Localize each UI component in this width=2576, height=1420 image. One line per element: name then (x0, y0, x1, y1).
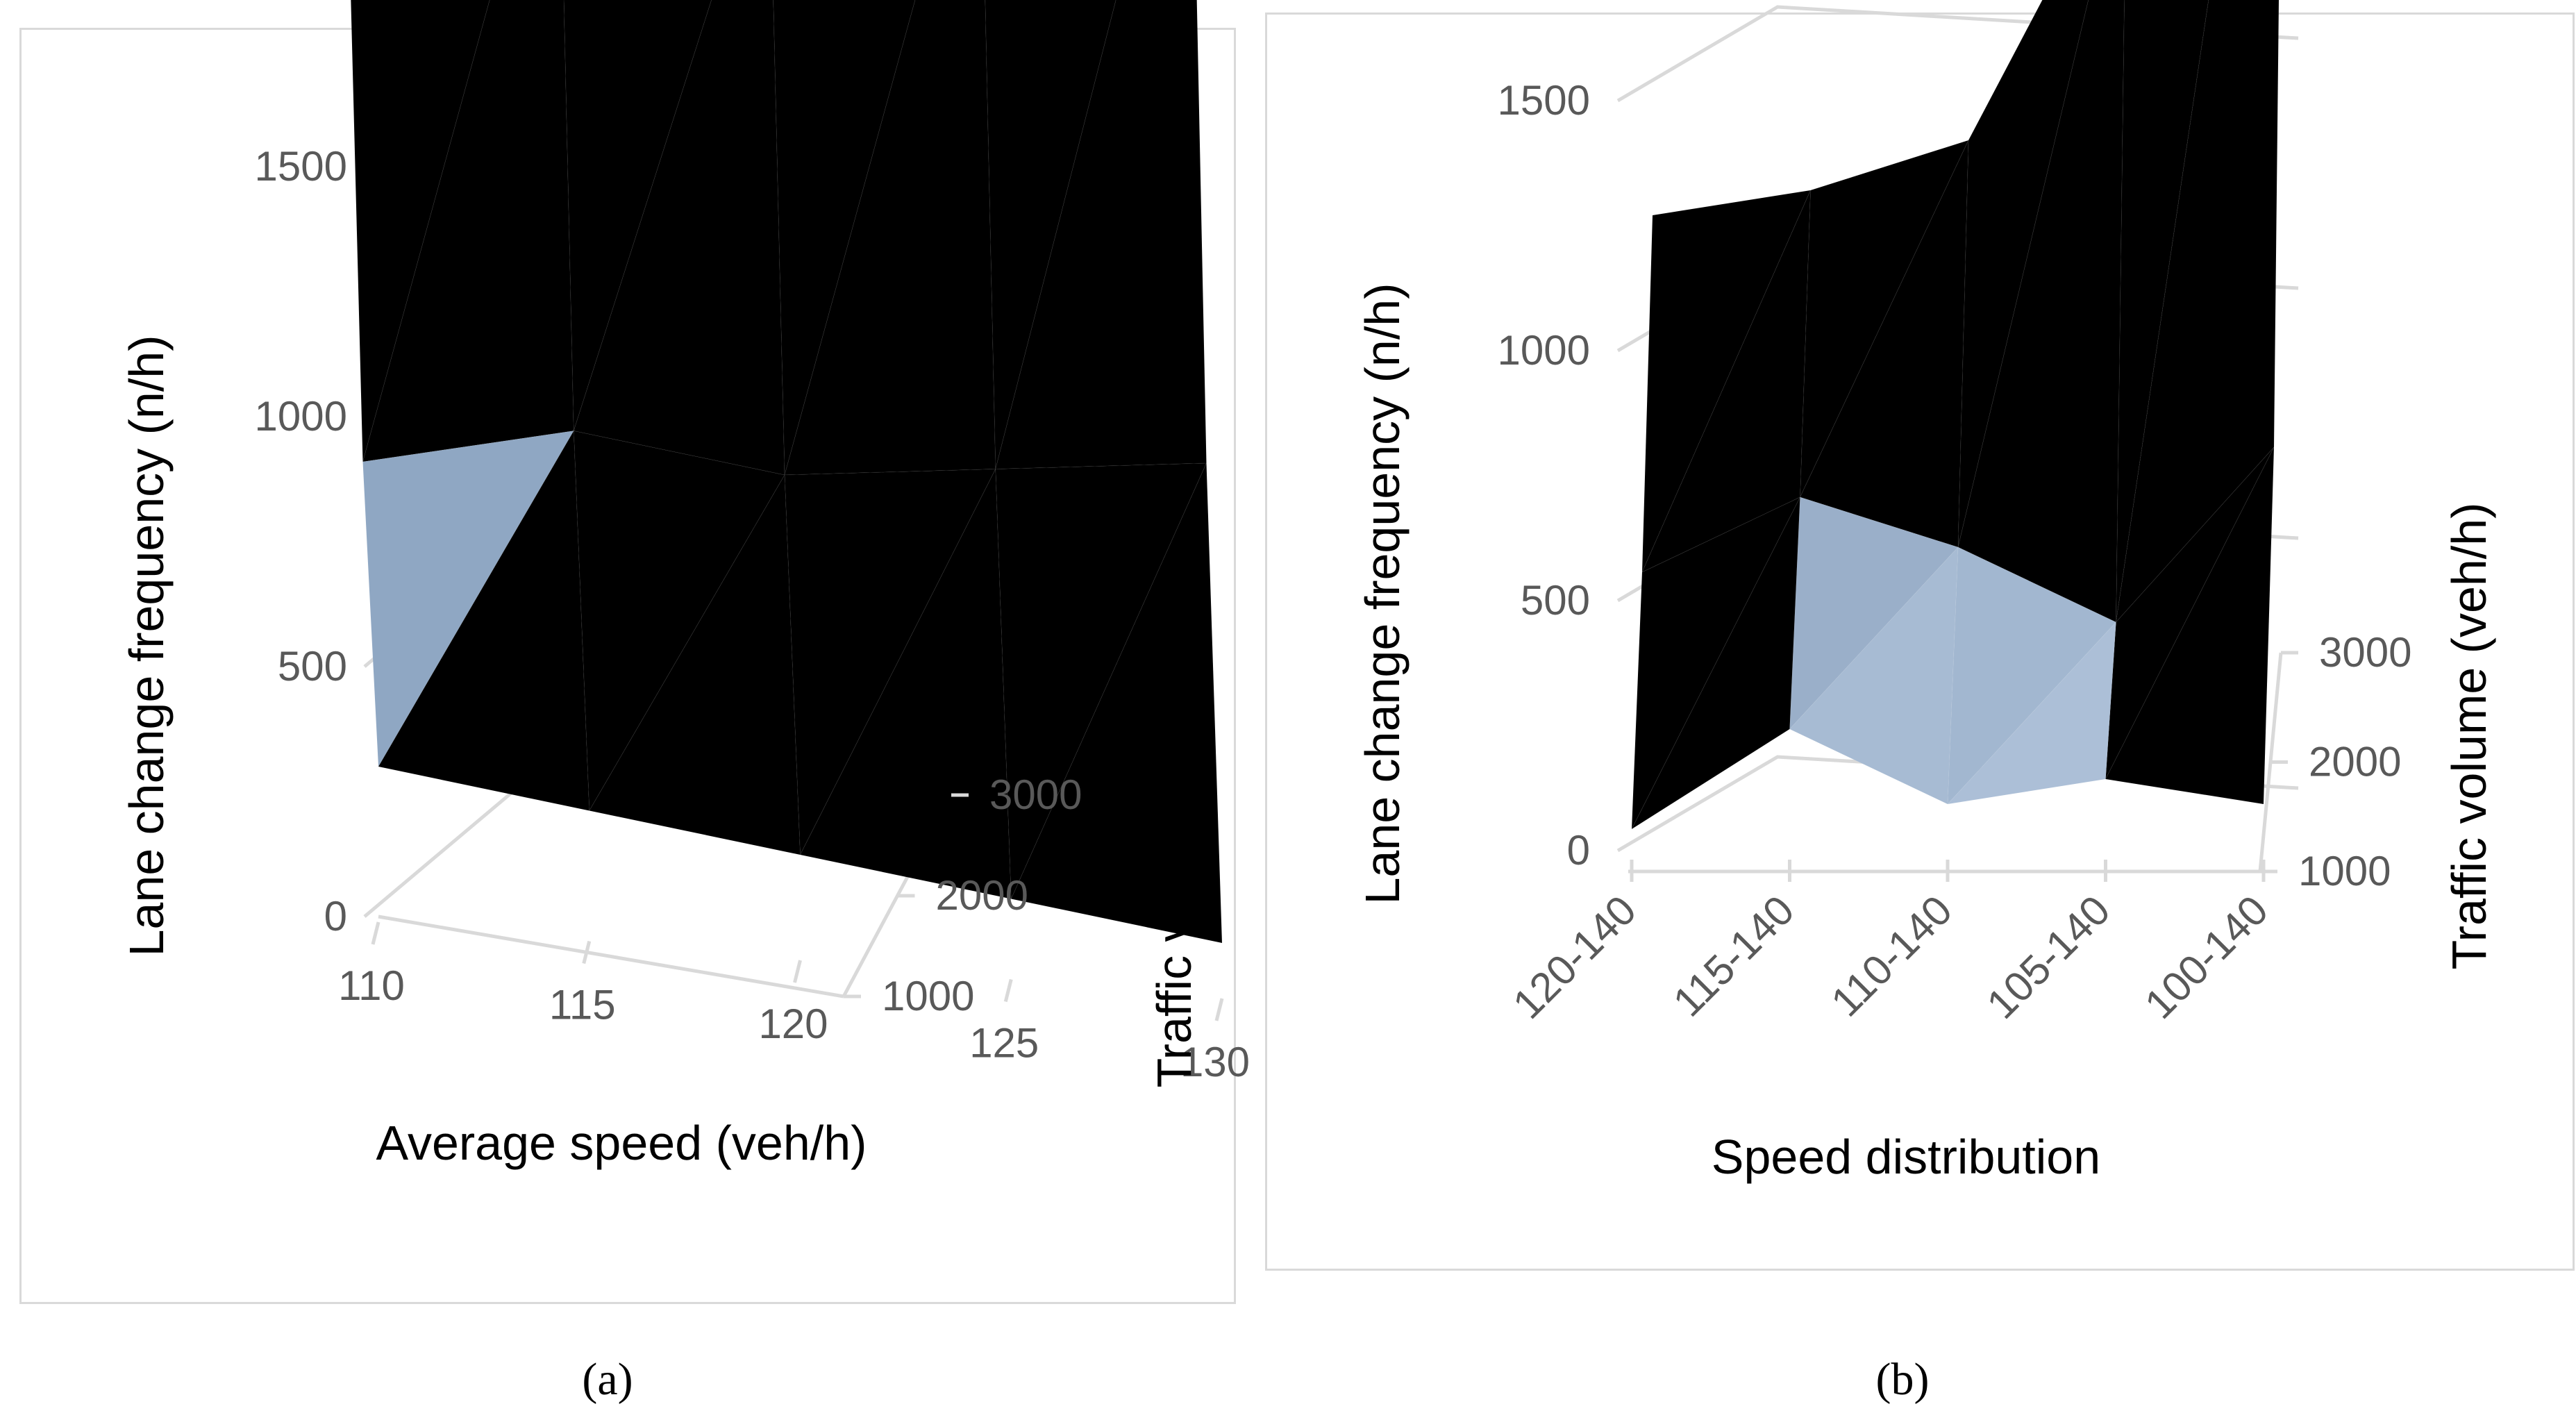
chart-b-x-tick: 120-140 (1504, 887, 1645, 1028)
chart-a-surface-facet (1010, 462, 1223, 944)
chart-a-z-tick: 1500 (255, 143, 347, 190)
chart-b-z-tick: 1500 (1498, 77, 1590, 124)
chart-b-y-tick: 2000 (2309, 739, 2401, 785)
chart-a-x-tick: 110 (338, 962, 405, 1009)
chart-a: 0500100015002000250011011512012513010002… (255, 0, 1250, 1085)
chart-b-x-tick: 105-140 (1978, 887, 2119, 1028)
chart-a-xlabel: Average speed (veh/h) (376, 1116, 867, 1170)
chart-b-zlabel: Lane change frequency (n/h) (1355, 283, 1410, 904)
chart-b-surface-facet (1789, 546, 1959, 805)
chart-b-z-tick: 500 (1521, 577, 1590, 624)
chart-b-y-tick: 3000 (2319, 629, 2411, 676)
chart-a-surface-facet (588, 474, 801, 855)
chart-a-y-tick: 1000 (882, 973, 974, 1019)
chart-a-ylabel: Traffic volume (veh/h) (1147, 621, 1201, 1088)
chart-a-surface-facet (378, 429, 590, 812)
chart-b-z-tick: 0 (1567, 827, 1590, 874)
chart-a-x-tick: 120 (758, 1001, 828, 1047)
chart-b-ylabel: Traffic volume (veh/h) (2442, 503, 2496, 970)
chart-a-zlabel: Lane change frequency (n/h) (119, 335, 174, 956)
chart-a-x-tickmark (1003, 978, 1013, 1003)
chart-b-x-tick: 115-140 (1664, 887, 1803, 1026)
chart-a-z-tick: 1000 (255, 393, 347, 440)
chart-b-x-tick: 110-140 (1822, 887, 1961, 1026)
chart-a-z-tick: 500 (278, 643, 347, 690)
chart-b-surface-facet (1946, 621, 2117, 805)
chart-a-y-tick: 2000 (936, 872, 1028, 919)
chart-a-x-tick: 125 (969, 1020, 1039, 1067)
chart-b-surface-facet (2105, 446, 2275, 805)
chart-a-x-tickmark (371, 921, 380, 945)
chart-a-z-tick: 0 (324, 893, 347, 939)
chart-b-z-tick: 1000 (1498, 327, 1590, 374)
chart-a-surface-facet (799, 469, 1012, 900)
chart-b-y-tick: 1000 (2298, 848, 2391, 894)
chart-b-xlabel: Speed distribution (1712, 1130, 2100, 1184)
chart-a-y-tick: 3000 (989, 771, 1082, 818)
chart-a-x-axis (378, 914, 844, 999)
chart-a-x-tick: 115 (549, 982, 616, 1028)
chart-b-caption: (b) (1876, 1354, 1930, 1405)
chart-b: 05001000150020002500120-140115-140110-14… (1498, 0, 2411, 1028)
chart-b-surface-facet (1630, 496, 1800, 830)
chart-a-x-tick: 130 (1180, 1039, 1250, 1085)
chart-a-x-tickmark (793, 960, 802, 983)
chart-a-x-tickmark (1214, 998, 1224, 1021)
chart-a-x-tickmark (582, 940, 592, 964)
chart-b-x-tick: 100-140 (2136, 887, 2277, 1028)
chart-a-caption: (a) (582, 1354, 633, 1405)
